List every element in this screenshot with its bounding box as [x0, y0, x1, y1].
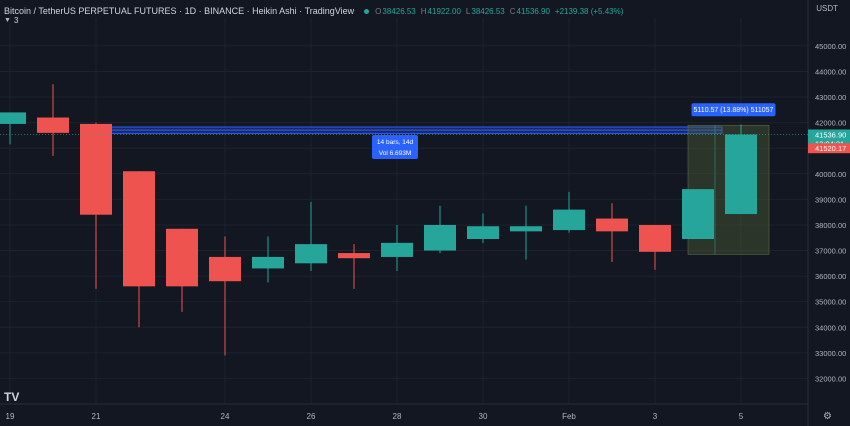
- measure-label-box: [691, 103, 776, 117]
- x-tick-label: 3: [653, 412, 658, 421]
- candle-body: [639, 224, 671, 252]
- exchange-label: BINANCE: [204, 6, 245, 16]
- x-tick-label: 5: [739, 412, 744, 421]
- measure-label: 5110.57 (13.88%) 511057: [694, 107, 774, 114]
- y-tick-label: 32000.00: [815, 374, 846, 383]
- candle-body: [123, 171, 155, 287]
- prev-price-label: 41520.17: [815, 144, 846, 153]
- y-tick-label: 34000.00: [815, 323, 846, 332]
- gear-icon[interactable]: ⚙: [823, 411, 832, 422]
- range-info-volume: Vol 6.693M: [379, 150, 412, 157]
- price-axis-panel: [808, 0, 850, 426]
- x-tick-label: 19: [6, 412, 15, 421]
- chart-style-label: Heikin Ashi: [252, 6, 297, 16]
- ohlc-low: L38426.53: [465, 6, 505, 16]
- candle-body: [338, 253, 370, 259]
- x-tick-label: 24: [221, 412, 230, 421]
- indicators-count: 3: [13, 16, 19, 25]
- indicators-toggle[interactable]: ▼ 3: [4, 15, 18, 26]
- x-tick-label: 21: [92, 412, 101, 421]
- y-tick-label: 45000.00: [815, 42, 846, 51]
- candle-body: [381, 242, 413, 257]
- source-label: TradingView: [304, 6, 355, 16]
- candle-body: [725, 134, 757, 215]
- ohlc-open: O38426.53: [375, 6, 416, 16]
- last-price-label: 41536.90: [815, 130, 846, 139]
- chevron-down-icon: ▼: [4, 17, 11, 24]
- y-tick-label: 43000.00: [815, 93, 846, 102]
- market-status-dot-icon: [364, 8, 370, 14]
- ohlc-high: H41922.00: [420, 6, 461, 16]
- candle-body: [209, 256, 241, 282]
- y-tick-label: 36000.00: [815, 272, 846, 281]
- candle-body: [0, 112, 26, 124]
- x-tick-label: Feb: [562, 412, 576, 421]
- range-info-box: [372, 135, 418, 159]
- y-tick-label: 37000.00: [815, 247, 846, 256]
- candle-body: [553, 209, 585, 231]
- tradingview-logo-icon[interactable]: TV: [4, 390, 20, 404]
- ohlc-change: +2139.38 (+5.43%): [554, 6, 624, 16]
- symbol-name: Bitcoin / TetherUS PERPETUAL FUTURES: [4, 6, 177, 16]
- interval-label: 1D: [184, 6, 197, 16]
- candle-body: [80, 123, 112, 215]
- range-info-bars: 14 bars, 14d: [377, 139, 414, 146]
- candle-body: [596, 218, 628, 232]
- candle-body: [424, 224, 456, 251]
- candle-body: [166, 228, 198, 287]
- candle-body: [510, 226, 542, 232]
- x-tick-label: 28: [393, 412, 402, 421]
- ohlc-close: C41536.90: [509, 6, 550, 16]
- y-tick-label: 38000.00: [815, 221, 846, 230]
- currency-label: USDT: [816, 4, 838, 13]
- candle-body: [37, 117, 69, 133]
- candle-body: [682, 189, 714, 240]
- candle-body: [252, 256, 284, 269]
- candles: [0, 84, 757, 356]
- y-tick-label: 44000.00: [815, 67, 846, 76]
- candle-body: [467, 226, 499, 240]
- y-tick-label: 33000.00: [815, 349, 846, 358]
- x-tick-label: 26: [307, 412, 316, 421]
- y-tick-label: 40000.00: [815, 170, 846, 179]
- candle-body: [295, 244, 327, 264]
- symbol-header[interactable]: Bitcoin / TetherUS PERPETUAL FUTURES · 1…: [4, 6, 624, 16]
- x-tick-label: 30: [479, 412, 488, 421]
- y-tick-label: 42000.00: [815, 119, 846, 128]
- y-tick-label: 35000.00: [815, 298, 846, 307]
- y-tick-label: 39000.00: [815, 195, 846, 204]
- prev-price-tag: [808, 143, 850, 154]
